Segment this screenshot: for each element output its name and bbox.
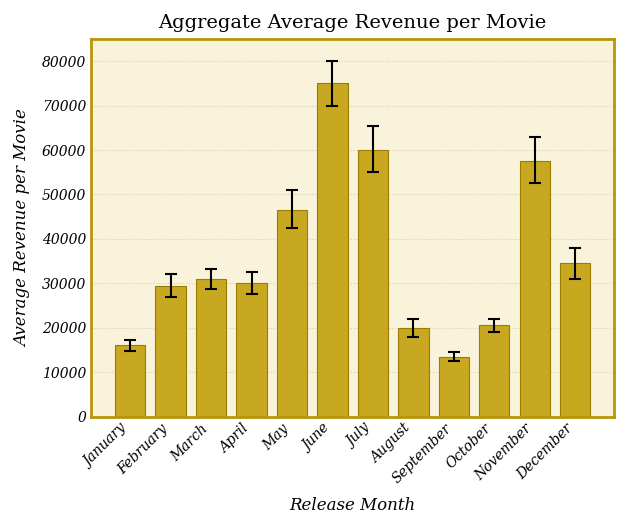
Bar (196, 279, 226, 417)
Bar (560, 263, 590, 417)
Bar (358, 150, 388, 417)
Bar (236, 284, 267, 417)
Y-axis label: Average Revenue per Movie: Average Revenue per Movie (14, 109, 31, 347)
Bar (115, 345, 145, 417)
Bar (438, 356, 469, 417)
Bar (156, 286, 186, 417)
Bar (519, 161, 550, 417)
Title: Aggregate Average Revenue per Movie: Aggregate Average Revenue per Movie (158, 14, 547, 32)
Bar (398, 328, 428, 417)
Bar (277, 210, 307, 417)
Bar (479, 325, 509, 417)
X-axis label: Release Month: Release Month (290, 497, 416, 514)
Bar (317, 83, 348, 417)
